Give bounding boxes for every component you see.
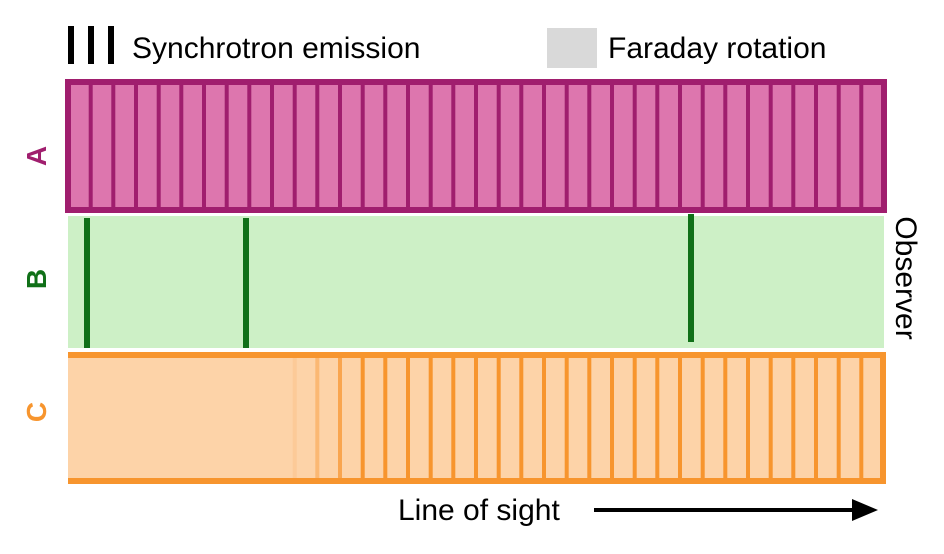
emission-stripe <box>746 356 750 480</box>
right-arrow-icon <box>594 499 878 521</box>
emission-stripe <box>723 356 728 480</box>
emission-stripe <box>224 84 229 208</box>
emission-stripe <box>383 84 388 208</box>
emission-stripe <box>723 84 728 208</box>
emission-stripe <box>474 84 478 208</box>
emission-stripe <box>496 356 501 480</box>
emission-stripe <box>814 84 818 208</box>
emission-stripe <box>814 356 818 480</box>
observer-label: Observer <box>889 216 922 339</box>
line-of-sight-label: Line of sight <box>398 494 560 527</box>
vertical-bars-icon <box>68 26 114 64</box>
emission-stripe <box>360 84 365 208</box>
emission-stripe <box>292 356 297 480</box>
emission-stripe <box>179 84 184 208</box>
emission-stripe <box>338 84 342 208</box>
panel-b-emission-line <box>84 218 90 348</box>
panel-b-label: B <box>21 269 52 289</box>
panel-a-label: A <box>21 146 52 166</box>
panel-b-emission-line <box>688 214 694 342</box>
emission-stripe <box>406 356 410 480</box>
emission-stripe <box>383 356 388 480</box>
emission-stripe <box>655 356 660 480</box>
panel-c <box>68 352 886 484</box>
emission-stripe <box>315 84 320 208</box>
panel-c-label: C <box>21 402 52 422</box>
emission-stripe <box>542 356 546 480</box>
emission-stripe <box>678 84 682 208</box>
emission-stripe <box>451 84 456 208</box>
emission-stripe <box>88 84 93 208</box>
emission-stripe <box>791 356 796 480</box>
emission-stripe <box>836 356 841 480</box>
emission-stripe <box>836 84 841 208</box>
emission-stripe <box>134 84 138 208</box>
emission-stripe <box>111 84 116 208</box>
panel-c-top-border <box>68 352 884 358</box>
emission-stripe <box>632 84 637 208</box>
legend-synchrotron-label: Synchrotron emission <box>132 32 420 65</box>
emission-stripe <box>610 84 614 208</box>
emission-stripe <box>587 84 592 208</box>
emission-stripe <box>360 356 365 480</box>
panel-c-bottom-border <box>68 478 884 484</box>
emission-stripe <box>678 356 682 480</box>
emission-stripe <box>700 356 705 480</box>
panel-b <box>68 214 884 348</box>
emission-stripe <box>587 356 592 480</box>
panel-c-stripes <box>292 356 864 480</box>
emission-stripe <box>202 84 206 208</box>
panel-b-emission-line <box>243 218 249 348</box>
emission-stripe <box>156 84 161 208</box>
emission-stripe <box>451 356 456 480</box>
emission-stripe <box>564 84 569 208</box>
emission-stripe <box>315 356 320 480</box>
panel-b-box <box>68 216 884 348</box>
emission-stripe <box>610 356 614 480</box>
emission-stripe <box>859 84 864 208</box>
grey-square-icon <box>547 28 597 68</box>
panel-c-right-border <box>880 352 886 484</box>
emission-stripe <box>270 84 274 208</box>
emission-stripe <box>791 84 796 208</box>
emission-stripe <box>428 84 433 208</box>
panel-a-stripes <box>88 84 864 208</box>
emission-stripe <box>768 84 773 208</box>
emission-stripe <box>655 84 660 208</box>
panel-a <box>65 79 887 213</box>
legend: Synchrotron emission Faraday rotation <box>68 26 826 68</box>
emission-stripe <box>292 84 297 208</box>
emission-stripe <box>542 84 546 208</box>
emission-stripe <box>519 356 524 480</box>
emission-stripe <box>859 356 864 480</box>
emission-stripe <box>338 356 342 480</box>
emission-stripe <box>632 356 637 480</box>
emission-stripe <box>474 356 478 480</box>
emission-stripe <box>564 356 569 480</box>
emission-stripe <box>768 356 773 480</box>
emission-stripe <box>700 84 705 208</box>
emission-stripe <box>746 84 750 208</box>
legend-faraday-label: Faraday rotation <box>608 32 826 65</box>
emission-stripe <box>496 84 501 208</box>
emission-stripe <box>406 84 410 208</box>
emission-stripe <box>428 356 433 480</box>
emission-stripe <box>519 84 524 208</box>
emission-stripe <box>247 84 252 208</box>
